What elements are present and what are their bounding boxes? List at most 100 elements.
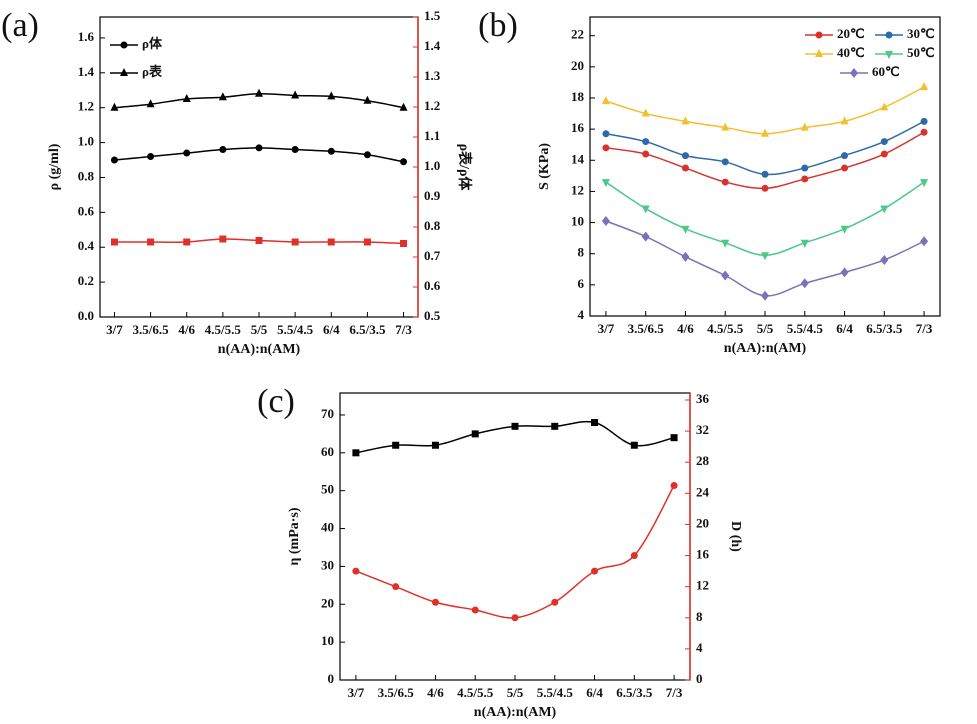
y2-tick-label: 0.7 xyxy=(424,248,441,263)
marker xyxy=(399,102,408,111)
y2-tick-label: 0.5 xyxy=(424,308,441,323)
marker xyxy=(840,225,849,234)
y2-tick-label: 12 xyxy=(696,578,709,593)
panel-label: (b) xyxy=(478,7,518,44)
marker xyxy=(352,449,360,457)
marker xyxy=(147,153,155,161)
y2-tick-label: 36 xyxy=(696,391,710,406)
marker xyxy=(815,31,823,39)
marker xyxy=(850,68,858,78)
marker xyxy=(815,49,823,57)
y-tick-label: 22 xyxy=(571,27,584,42)
marker xyxy=(352,567,360,575)
marker xyxy=(880,150,888,158)
marker xyxy=(400,158,408,166)
marker xyxy=(920,236,929,247)
x-tick-label: 5/5 xyxy=(251,322,268,337)
marker xyxy=(880,254,889,265)
x-tick-label: 6.5/3.5 xyxy=(349,322,386,337)
legend-label: 30℃ xyxy=(907,26,935,41)
x-axis-title: n(AA):n(AM) xyxy=(474,705,557,720)
x-tick-label: 6/4 xyxy=(586,685,603,700)
y-axis-title: ρ (g/ml) xyxy=(47,143,62,190)
y2-tick-label: 0.6 xyxy=(424,278,441,293)
legend-label: ρ体 xyxy=(142,36,163,51)
y-tick-label: 4 xyxy=(578,307,585,322)
marker xyxy=(721,158,729,166)
x-tick-label: 6/4 xyxy=(323,322,340,337)
marker xyxy=(591,419,599,427)
y-axis-title: S (KPa) xyxy=(537,143,552,190)
marker xyxy=(110,156,118,164)
y2-tick-label: 16 xyxy=(696,547,710,562)
marker xyxy=(681,251,690,262)
y2-tick-label: 4 xyxy=(696,640,703,655)
y2-axis-title: D (h) xyxy=(728,521,743,552)
x-tick-label: 4.5/5.5 xyxy=(457,685,494,700)
y2-axis-title: ρ表/ρ体 xyxy=(456,144,473,192)
marker xyxy=(219,235,227,243)
y2-tick-label: 1.2 xyxy=(424,98,440,113)
marker xyxy=(670,434,678,442)
marker xyxy=(641,205,650,214)
y-tick-label: 0 xyxy=(328,671,335,686)
marker xyxy=(801,175,809,183)
marker xyxy=(110,102,119,111)
x-tick-label: 7/3 xyxy=(916,321,933,336)
marker xyxy=(511,614,519,622)
x-tick-label: 3.5/6.5 xyxy=(133,322,170,337)
y-tick-label: 1.0 xyxy=(78,134,94,149)
y-tick-label: 10 xyxy=(321,633,334,648)
marker xyxy=(183,238,191,246)
legend-label: 20℃ xyxy=(837,26,865,41)
series-line xyxy=(605,131,925,190)
marker xyxy=(291,146,299,154)
y-tick-label: 10 xyxy=(571,214,584,229)
y2-tick-label: 8 xyxy=(696,609,703,624)
marker xyxy=(327,91,336,100)
marker xyxy=(392,583,400,591)
marker xyxy=(721,178,729,186)
marker xyxy=(630,441,638,449)
x-axis-title: n(AA):n(AM) xyxy=(724,341,807,356)
y-tick-label: 30 xyxy=(321,557,334,572)
y-tick-label: 14 xyxy=(571,151,585,166)
plot-frame xyxy=(99,16,419,318)
marker xyxy=(601,216,610,227)
marker xyxy=(363,95,372,104)
x-tick-label: 5/5 xyxy=(507,685,524,700)
marker xyxy=(255,237,263,244)
y-tick-label: 0.0 xyxy=(78,308,94,323)
marker xyxy=(392,441,400,449)
marker xyxy=(920,117,928,125)
y2-tick-label: 28 xyxy=(696,453,710,468)
marker xyxy=(601,179,610,188)
marker xyxy=(551,598,559,606)
marker xyxy=(641,231,650,242)
marker xyxy=(601,96,610,105)
x-tick-label: 6.5/3.5 xyxy=(866,321,903,336)
marker xyxy=(681,164,689,172)
x-tick-label: 7/3 xyxy=(666,685,683,700)
marker xyxy=(761,128,769,137)
marker xyxy=(255,88,263,97)
legend-label: 50℃ xyxy=(907,45,935,60)
marker xyxy=(800,278,809,289)
y-tick-label: 1.4 xyxy=(78,64,95,79)
marker xyxy=(800,122,809,131)
marker xyxy=(721,122,730,131)
x-tick-label: 7/3 xyxy=(395,322,412,337)
y2-tick-label: 1.3 xyxy=(424,68,441,83)
y-tick-label: 12 xyxy=(571,182,584,197)
marker xyxy=(602,130,610,138)
marker xyxy=(291,90,300,99)
marker xyxy=(591,567,599,575)
marker xyxy=(120,68,128,76)
marker xyxy=(183,149,191,157)
y2-tick-label: 24 xyxy=(696,484,710,499)
legend-label: ρ表 xyxy=(142,64,163,79)
x-tick-label: 3/7 xyxy=(598,321,615,336)
marker xyxy=(920,82,929,91)
marker xyxy=(721,239,730,248)
